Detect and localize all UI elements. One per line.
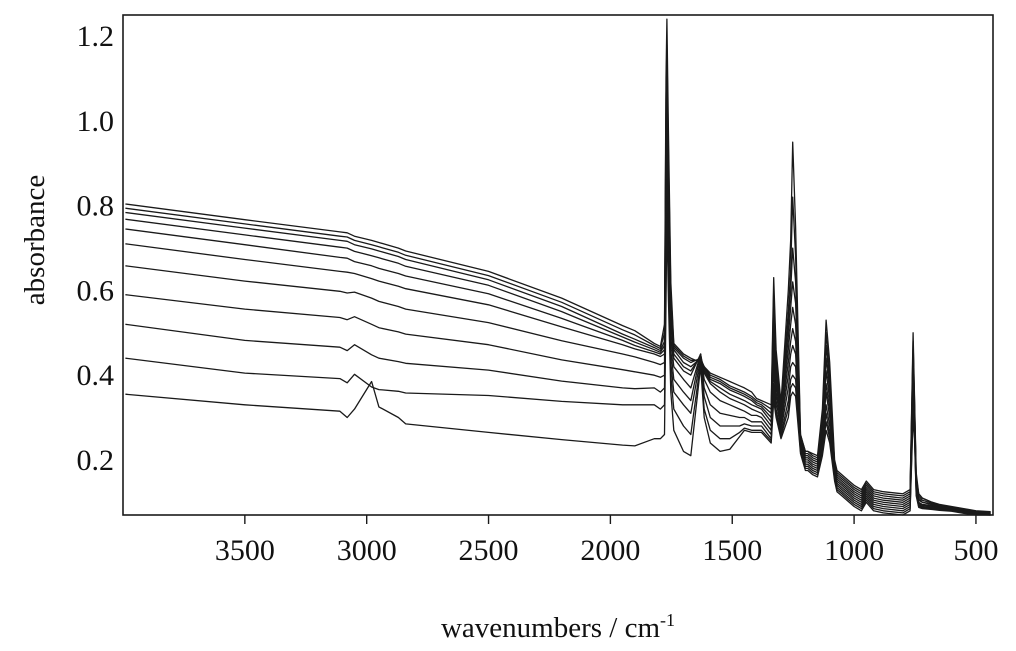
series-line-1 <box>125 18 991 513</box>
series-line-8 <box>125 162 991 516</box>
y-tick-label: 0.8 <box>77 190 115 223</box>
x-tick-label: 1000 <box>824 534 884 567</box>
series-line-9 <box>125 179 991 516</box>
x-axis-title: wavenumbers / cm-1 <box>441 610 675 644</box>
series-line-5 <box>125 107 991 514</box>
series-line-2 <box>125 44 991 513</box>
series-line-4 <box>125 86 991 514</box>
y-tick-label: 0.4 <box>77 359 115 392</box>
series-line-11 <box>125 213 991 516</box>
series-line-7 <box>125 145 991 515</box>
x-tick-label: 2500 <box>459 534 519 567</box>
plot-frame <box>122 14 994 516</box>
y-axis-title: absorbance <box>19 175 51 305</box>
axis-ticks: 3500 3000 2500 2000 1500 1000 500 0.2 0.4 0.6 0.8 1… <box>77 20 999 567</box>
x-tick-label: 3500 <box>215 534 275 567</box>
y-tick-label: 0.6 <box>77 274 115 307</box>
x-axis-title-superscript: -1 <box>660 610 675 630</box>
y-tick-label: 0.2 <box>77 444 115 477</box>
x-tick-label: 1500 <box>702 534 762 567</box>
series-line-3 <box>125 65 991 514</box>
series-lines <box>125 18 991 516</box>
series-line-6 <box>125 128 991 515</box>
x-axis-title-text: wavenumbers / cm <box>441 612 660 644</box>
series-line-10 <box>125 196 991 516</box>
y-tick-label: 1.0 <box>77 105 115 138</box>
y-tick-label: 1.2 <box>77 20 115 53</box>
x-tick-label: 500 <box>953 534 998 567</box>
x-tick-label: 2000 <box>580 534 640 567</box>
x-tick-label: 3000 <box>337 534 397 567</box>
